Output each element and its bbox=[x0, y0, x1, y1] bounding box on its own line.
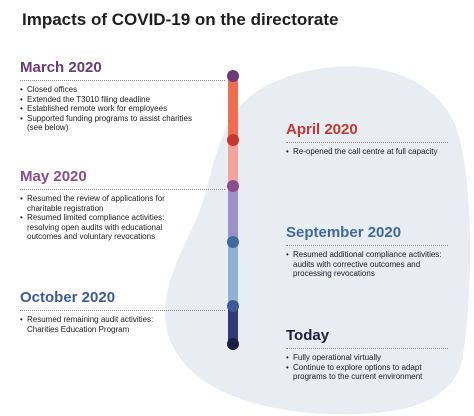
timeline-marker-april bbox=[227, 134, 239, 146]
page-title: Impacts of COVID-19 on the directorate bbox=[22, 10, 339, 29]
list-item: Fully operational virtually bbox=[286, 353, 454, 363]
list-item: Continue to explore options to adapt pro… bbox=[286, 363, 454, 382]
list-item: Resumed remaining audit activities: Char… bbox=[20, 315, 180, 334]
timeline-marker-october bbox=[227, 300, 239, 312]
list-item: Established remote work for employees bbox=[20, 104, 195, 114]
entry-heading: March 2020 bbox=[20, 59, 225, 81]
list-item: Closed offices bbox=[20, 85, 195, 95]
timeline-marker-september bbox=[227, 236, 239, 248]
list-item: Resumed additional compliance activities… bbox=[286, 250, 454, 279]
timeline-segment-september bbox=[228, 242, 238, 306]
list-item: Resumed limited compliance activities: r… bbox=[20, 213, 192, 242]
list-item: Supported funding programs to assist cha… bbox=[20, 114, 195, 133]
entry-october-2020: October 2020 Resumed remaining audit act… bbox=[20, 289, 225, 334]
timeline-segment-may bbox=[228, 186, 238, 242]
entry-list: Resumed the review of applications for c… bbox=[20, 194, 192, 242]
entry-list: Resumed additional compliance activities… bbox=[286, 250, 454, 279]
entry-list: Resumed remaining audit activities: Char… bbox=[20, 315, 180, 334]
entry-list: Closed offices Extended the T3010 filing… bbox=[20, 85, 195, 133]
entry-heading: April 2020 bbox=[286, 121, 448, 143]
entry-april-2020: April 2020 Re-opened the call centre at … bbox=[286, 121, 461, 157]
entry-today: Today Fully operational virtually Contin… bbox=[286, 327, 454, 382]
entry-list: Fully operational virtually Continue to … bbox=[286, 353, 454, 382]
entry-heading: May 2020 bbox=[20, 168, 225, 190]
timeline-marker-march bbox=[227, 70, 239, 82]
timeline-segment-october bbox=[228, 306, 238, 344]
entry-heading: September 2020 bbox=[286, 224, 448, 246]
entry-march-2020: March 2020 Closed offices Extended the T… bbox=[20, 59, 225, 133]
timeline-segment-april bbox=[228, 140, 238, 186]
entry-may-2020: May 2020 Resumed the review of applicati… bbox=[20, 168, 225, 242]
timeline-segment-march bbox=[228, 78, 238, 140]
timeline-marker-may bbox=[227, 180, 239, 192]
entry-september-2020: September 2020 Resumed additional compli… bbox=[286, 224, 454, 279]
list-item: Extended the T3010 filing deadline bbox=[20, 95, 195, 105]
list-item: Resumed the review of applications for c… bbox=[20, 194, 192, 213]
entry-list: Re-opened the call centre at full capaci… bbox=[286, 147, 461, 157]
entry-heading: October 2020 bbox=[20, 289, 225, 311]
list-item: Re-opened the call centre at full capaci… bbox=[286, 147, 461, 157]
timeline-marker-today bbox=[227, 338, 239, 350]
entry-heading: Today bbox=[286, 327, 448, 349]
